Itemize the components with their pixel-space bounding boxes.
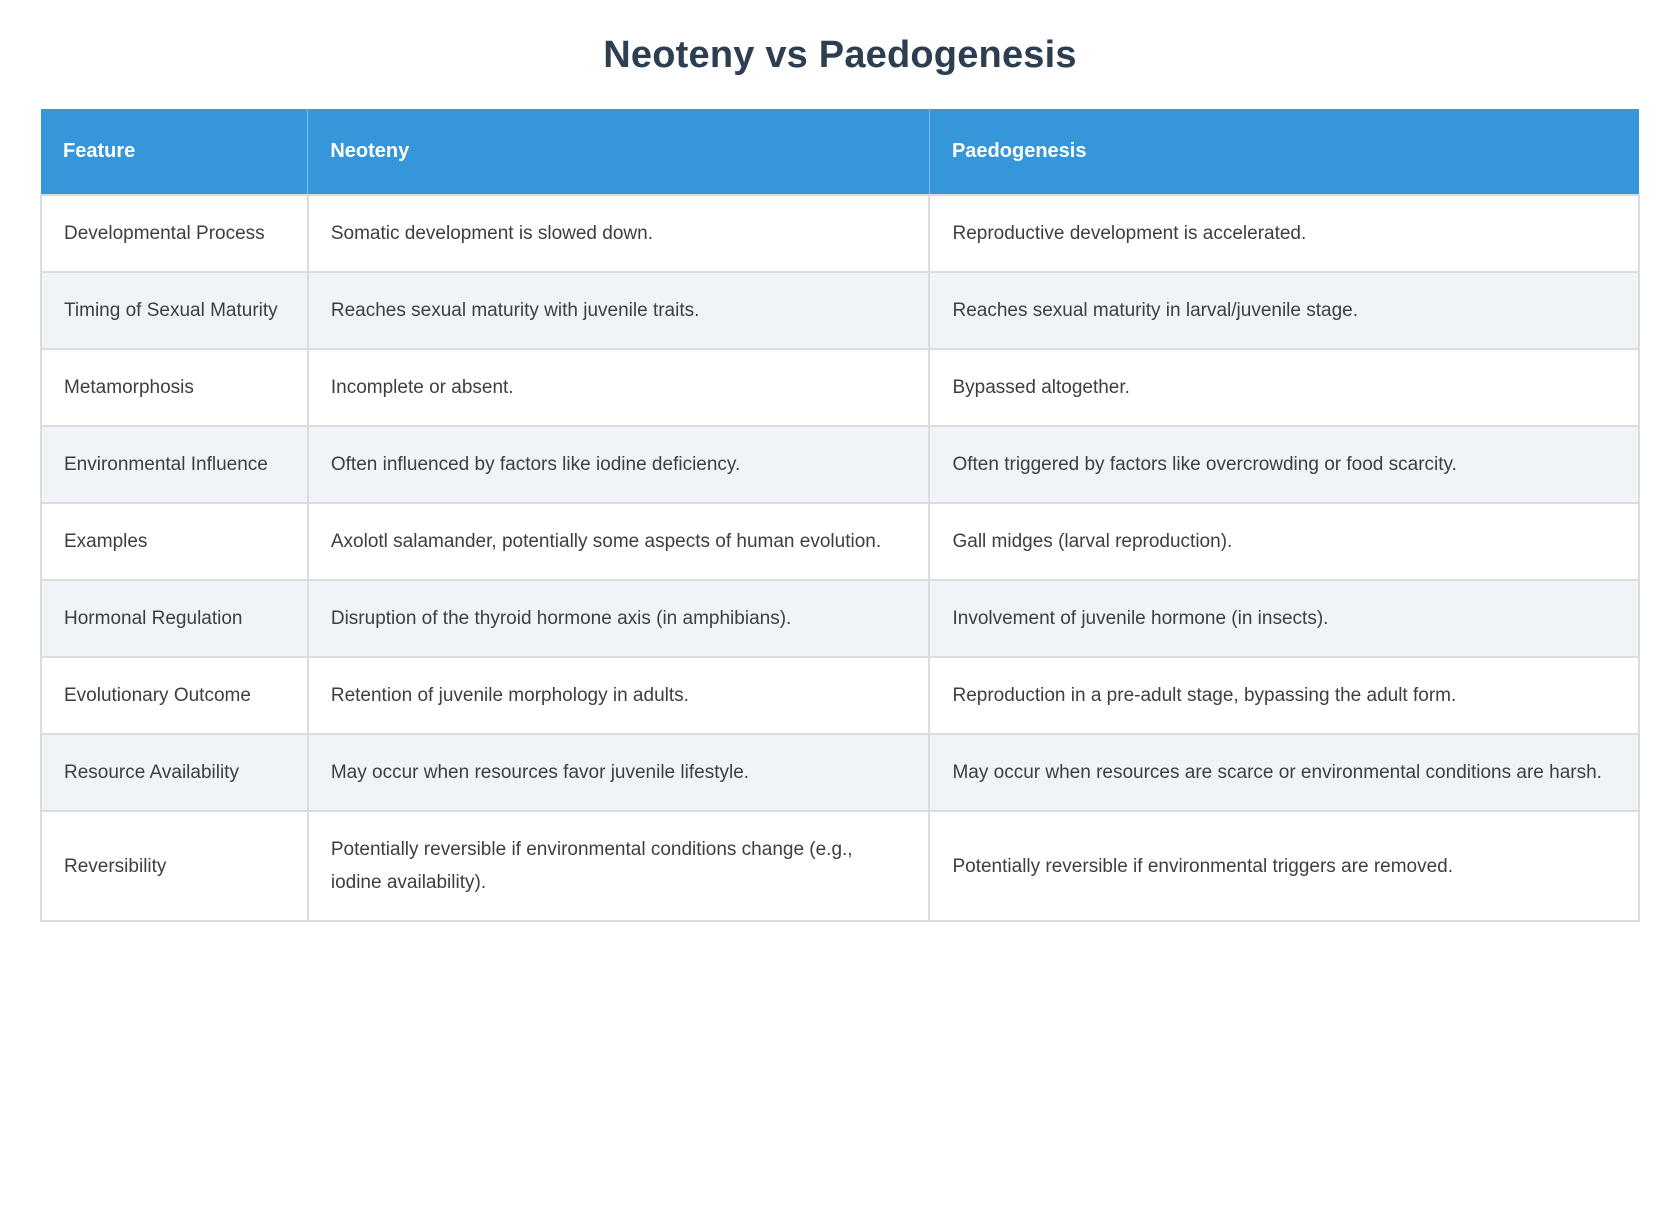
neoteny-cell: Retention of juvenile morphology in adul… (306, 656, 931, 735)
neoteny-cell: Incomplete or absent. (306, 348, 931, 427)
table-row: Resource Availability May occur when res… (40, 733, 1640, 812)
table-row: Examples Axolotl salamander, potentially… (40, 502, 1640, 581)
neoteny-cell: Reaches sexual maturity with juvenile tr… (306, 271, 931, 350)
comparison-table: Feature Neoteny Paedogenesis Development… (40, 109, 1640, 922)
table-row: Timing of Sexual Maturity Reaches sexual… (40, 271, 1640, 350)
feature-cell: Timing of Sexual Maturity (40, 271, 309, 350)
page-title: Neoteny vs Paedogenesis (603, 34, 1077, 76)
paedogenesis-cell: Potentially reversible if environmental … (928, 810, 1640, 922)
paedogenesis-cell: Gall midges (larval reproduction). (928, 502, 1640, 581)
column-header-neoteny: Neoteny (307, 109, 930, 195)
feature-cell: Environmental Influence (40, 425, 309, 504)
table-row: Metamorphosis Incomplete or absent. Bypa… (40, 348, 1640, 427)
paedogenesis-cell: Often triggered by factors like overcrow… (928, 425, 1640, 504)
feature-cell: Evolutionary Outcome (40, 656, 309, 735)
paedogenesis-cell: Reaches sexual maturity in larval/juveni… (928, 271, 1640, 350)
column-header-feature: Feature (41, 109, 309, 195)
table-row: Environmental Influence Often influenced… (40, 425, 1640, 504)
feature-cell: Reversibility (40, 810, 309, 922)
table-body: Developmental Process Somatic developmen… (40, 194, 1640, 922)
table-row: Evolutionary Outcome Retention of juveni… (40, 656, 1640, 735)
paedogenesis-cell: May occur when resources are scarce or e… (928, 733, 1640, 812)
neoteny-cell: Disruption of the thyroid hormone axis (… (306, 579, 931, 658)
neoteny-cell: Often influenced by factors like iodine … (306, 425, 931, 504)
header-row: Feature Neoteny Paedogenesis (41, 109, 1639, 195)
table-row: Reversibility Potentially reversible if … (40, 810, 1640, 922)
neoteny-cell: Axolotl salamander, potentially some asp… (306, 502, 931, 581)
feature-cell: Metamorphosis (40, 348, 309, 427)
paedogenesis-cell: Reproductive development is accelerated. (928, 194, 1640, 273)
table-row: Developmental Process Somatic developmen… (40, 194, 1640, 273)
table-header: Feature Neoteny Paedogenesis (41, 109, 1639, 195)
comparison-table-container: Feature Neoteny Paedogenesis Development… (40, 109, 1640, 922)
table-row: Hormonal Regulation Disruption of the th… (40, 579, 1640, 658)
paedogenesis-cell: Bypassed altogether. (928, 348, 1640, 427)
feature-cell: Hormonal Regulation (40, 579, 309, 658)
neoteny-cell: Potentially reversible if environmental … (306, 810, 931, 922)
neoteny-cell: May occur when resources favor juvenile … (306, 733, 931, 812)
feature-cell: Resource Availability (40, 733, 309, 812)
neoteny-cell: Somatic development is slowed down. (306, 194, 931, 273)
feature-cell: Examples (40, 502, 309, 581)
paedogenesis-cell: Involvement of juvenile hormone (in inse… (928, 579, 1640, 658)
paedogenesis-cell: Reproduction in a pre-adult stage, bypas… (928, 656, 1640, 735)
column-header-paedogenesis: Paedogenesis (929, 109, 1639, 195)
feature-cell: Developmental Process (40, 194, 309, 273)
